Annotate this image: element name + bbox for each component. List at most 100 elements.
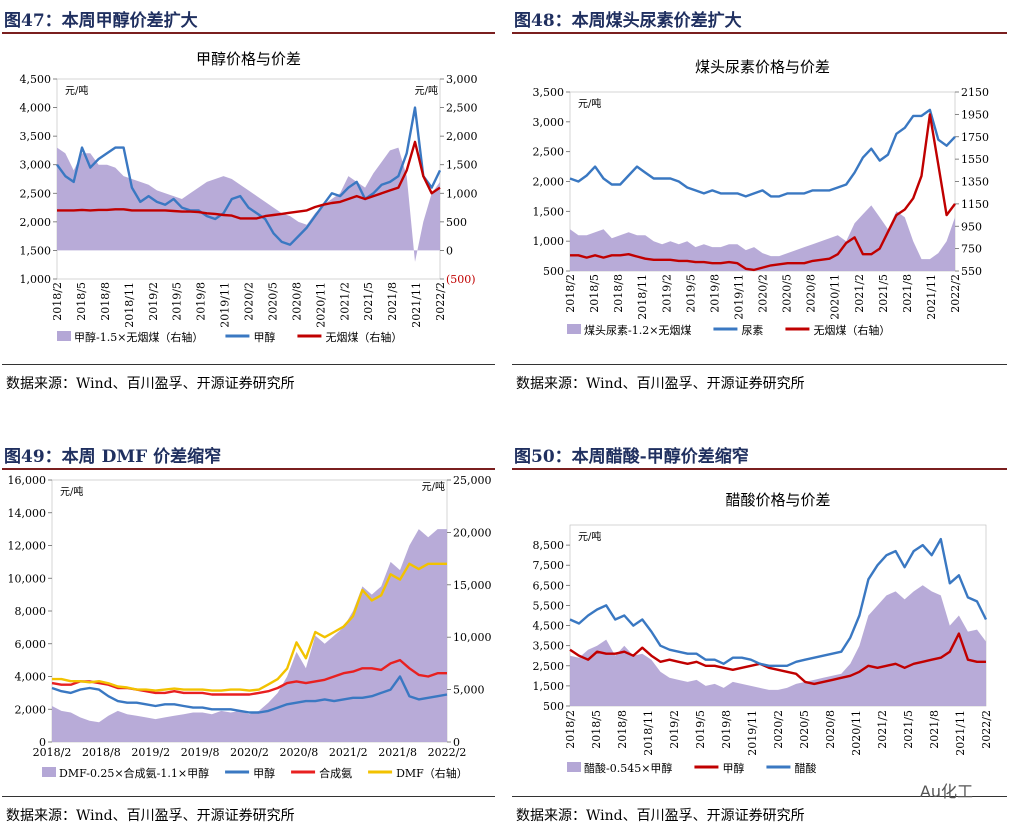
x-tick-label: 2019/5 bbox=[694, 710, 707, 749]
x-tick-label: 2019/8 bbox=[195, 282, 208, 321]
x-tick-label: 2021/8 bbox=[901, 274, 914, 313]
line-series bbox=[52, 562, 447, 692]
x-tick-label: 2021/5 bbox=[902, 710, 915, 749]
line-series bbox=[569, 537, 988, 667]
x-tick-label: 2019/8 bbox=[720, 710, 733, 749]
x-tick-label: 2021/2 bbox=[876, 710, 889, 749]
x-tick-label: 2021/11 bbox=[954, 710, 967, 756]
legend-label: 甲醇-1.5×无烟煤（右轴） bbox=[74, 330, 203, 344]
legend-swatch bbox=[567, 324, 581, 334]
panel-title: 图48：本周煤头尿素价差扩大 bbox=[514, 11, 742, 31]
x-tick-label: 2018/8 bbox=[616, 710, 629, 749]
y-tick-label: 3,500 bbox=[533, 640, 565, 653]
legend-label: 无烟煤（右轴） bbox=[325, 330, 402, 344]
y-tick-label: 8,000 bbox=[15, 605, 47, 618]
y2-tick-label: 1950 bbox=[961, 108, 989, 121]
source-text: 数据来源：Wind、百川盈孚、开源证券研究所 bbox=[516, 376, 805, 392]
x-tick-label: 2020/8 bbox=[824, 710, 837, 749]
y2-tick-label: 2,000 bbox=[446, 130, 478, 143]
y2-tick-label: 750 bbox=[961, 243, 982, 256]
x-tick-label: 2020/2 bbox=[772, 710, 785, 749]
y2-tick-label: 3,000 bbox=[446, 73, 478, 86]
source-text: 数据来源：Wind、百川盈孚、开源证券研究所 bbox=[6, 376, 295, 392]
y-tick-label: 7,500 bbox=[533, 559, 565, 572]
x-tick-label: 2022/2 bbox=[428, 746, 467, 759]
line-series bbox=[56, 106, 442, 246]
y-tick-label: 2,500 bbox=[20, 187, 52, 200]
legend-label: 甲醇 bbox=[253, 766, 275, 780]
y-tick-label: 2,000 bbox=[20, 216, 52, 229]
panel-fig47: 图47：本周甲醇价差扩大 甲醇价格与价差 1,000 1,500 2,000 2,500… bbox=[2, 2, 495, 402]
chart-acetic-spread: 醋酸价格与价差 500 1,500 2,500 3,500 4,500 5,500 6,500… bbox=[533, 491, 994, 775]
x-tick-label: 2021/8 bbox=[386, 282, 399, 321]
legend-swatch bbox=[57, 331, 71, 341]
y-tick-label: 6,500 bbox=[533, 579, 565, 592]
legend-label: 煤头尿素-1.2×无烟煤 bbox=[584, 323, 691, 337]
y2-tick-label: 25,000 bbox=[453, 474, 492, 487]
y-tick-label: 1,500 bbox=[533, 205, 565, 218]
y-tick-label: 4,500 bbox=[20, 73, 52, 86]
line-series bbox=[570, 113, 956, 272]
y-tick-label: 1,000 bbox=[533, 235, 565, 248]
x-tick-label: 2018/2 bbox=[564, 274, 577, 313]
legend-label: 醋酸-0.545×甲醇 bbox=[584, 761, 672, 775]
line-series bbox=[51, 675, 448, 714]
panel-title-bar: 图48：本周煤头尿素价差扩大 bbox=[512, 2, 1007, 34]
chart-methanol-spread: 甲醇价格与价差 1,000 1,500 2,000 2,500 3,000 3,500 4,0… bbox=[20, 50, 478, 344]
x-tick-label: 2019/11 bbox=[732, 274, 745, 320]
y-tick-label: 2,500 bbox=[533, 660, 565, 673]
x-tick-label: 2022/2 bbox=[949, 274, 962, 313]
legend-swatch bbox=[567, 762, 581, 772]
source-note: 数据来源：Wind、百川盈孚、开源证券研究所 bbox=[2, 364, 495, 393]
x-tick-label: 2019/2 bbox=[668, 710, 681, 749]
x-tick-label: 2019/11 bbox=[219, 282, 232, 328]
y2-tick-label: 1550 bbox=[961, 153, 989, 166]
y2-tick-label: 10,000 bbox=[453, 631, 492, 644]
panel-title-bar: 图49：本周 DMF 价差缩窄 bbox=[2, 438, 495, 470]
area-series bbox=[52, 529, 447, 742]
y-tick-label: 8,500 bbox=[533, 539, 565, 552]
y2-tick-label: 15,000 bbox=[453, 579, 492, 592]
legend-label: 尿素 bbox=[741, 324, 763, 337]
panel-title-bar: 图47：本周甲醇价差扩大 bbox=[2, 2, 495, 34]
x-tick-label: 2020/11 bbox=[314, 282, 327, 328]
x-tick-label: 2018/2 bbox=[564, 710, 577, 749]
y-tick-label: 4,500 bbox=[533, 620, 565, 633]
x-tick-label: 2020/5 bbox=[781, 274, 794, 313]
x-tick-label: 2021/5 bbox=[362, 282, 375, 321]
y-tick-label: 4,000 bbox=[20, 102, 52, 115]
y2-tick-label: 550 bbox=[961, 265, 982, 278]
x-tick-label: 2020/8 bbox=[280, 746, 319, 759]
x-tick-label: 2021/5 bbox=[877, 274, 890, 313]
x-tick-label: 2018/11 bbox=[123, 282, 136, 328]
legend-label: DMF（右轴） bbox=[396, 766, 468, 780]
y2-tick-label: 950 bbox=[961, 220, 982, 233]
x-tick-label: 2022/2 bbox=[980, 710, 993, 749]
legend-label: 甲醇 bbox=[253, 330, 275, 344]
y-tick-label: 3,000 bbox=[533, 116, 565, 129]
y2-tick-label: 1750 bbox=[961, 131, 989, 144]
panel-title-bar: 图50：本周醋酸-甲醇价差缩窄 bbox=[512, 438, 1007, 470]
line-series bbox=[569, 108, 956, 198]
y-tick-label: 6,000 bbox=[15, 638, 47, 651]
panel-title: 图49：本周 DMF 价差缩窄 bbox=[4, 447, 222, 467]
unit-label-left: 元/吨 bbox=[60, 485, 83, 498]
chart-title: 醋酸价格与价差 bbox=[725, 491, 830, 509]
panel-fig49: 图49：本周 DMF 价差缩窄 0 2,000 4,000 6,000 8,000 10,… bbox=[2, 438, 495, 830]
source-note: 数据来源：Wind、百川盈孚、开源证券研究所 bbox=[512, 796, 1007, 825]
y-tick-label: 0 bbox=[39, 736, 46, 749]
x-tick-label: 2020/5 bbox=[798, 710, 811, 749]
unit-label-right: 元/吨 bbox=[422, 480, 445, 493]
line-series bbox=[569, 632, 986, 686]
x-tick-label: 2018/5 bbox=[75, 282, 88, 321]
panel-fig48: 图48：本周煤头尿素价差扩大 煤头尿素价格与价差 500 1,000 1,500 2,0… bbox=[512, 2, 1007, 402]
y-tick-label: 16,000 bbox=[8, 474, 47, 487]
legend-label: DMF-0.25×合成氨-1.1×甲醇 bbox=[59, 766, 209, 780]
area-series bbox=[57, 147, 440, 262]
y2-tick-label: 1,000 bbox=[446, 187, 478, 200]
x-tick-label: 2021/8 bbox=[928, 710, 941, 749]
x-tick-label: 2018/11 bbox=[636, 274, 649, 320]
y-tick-label: 3,500 bbox=[20, 130, 52, 143]
x-tick-label: 2019/2 bbox=[660, 274, 673, 313]
y-tick-label: 1,500 bbox=[20, 244, 52, 257]
